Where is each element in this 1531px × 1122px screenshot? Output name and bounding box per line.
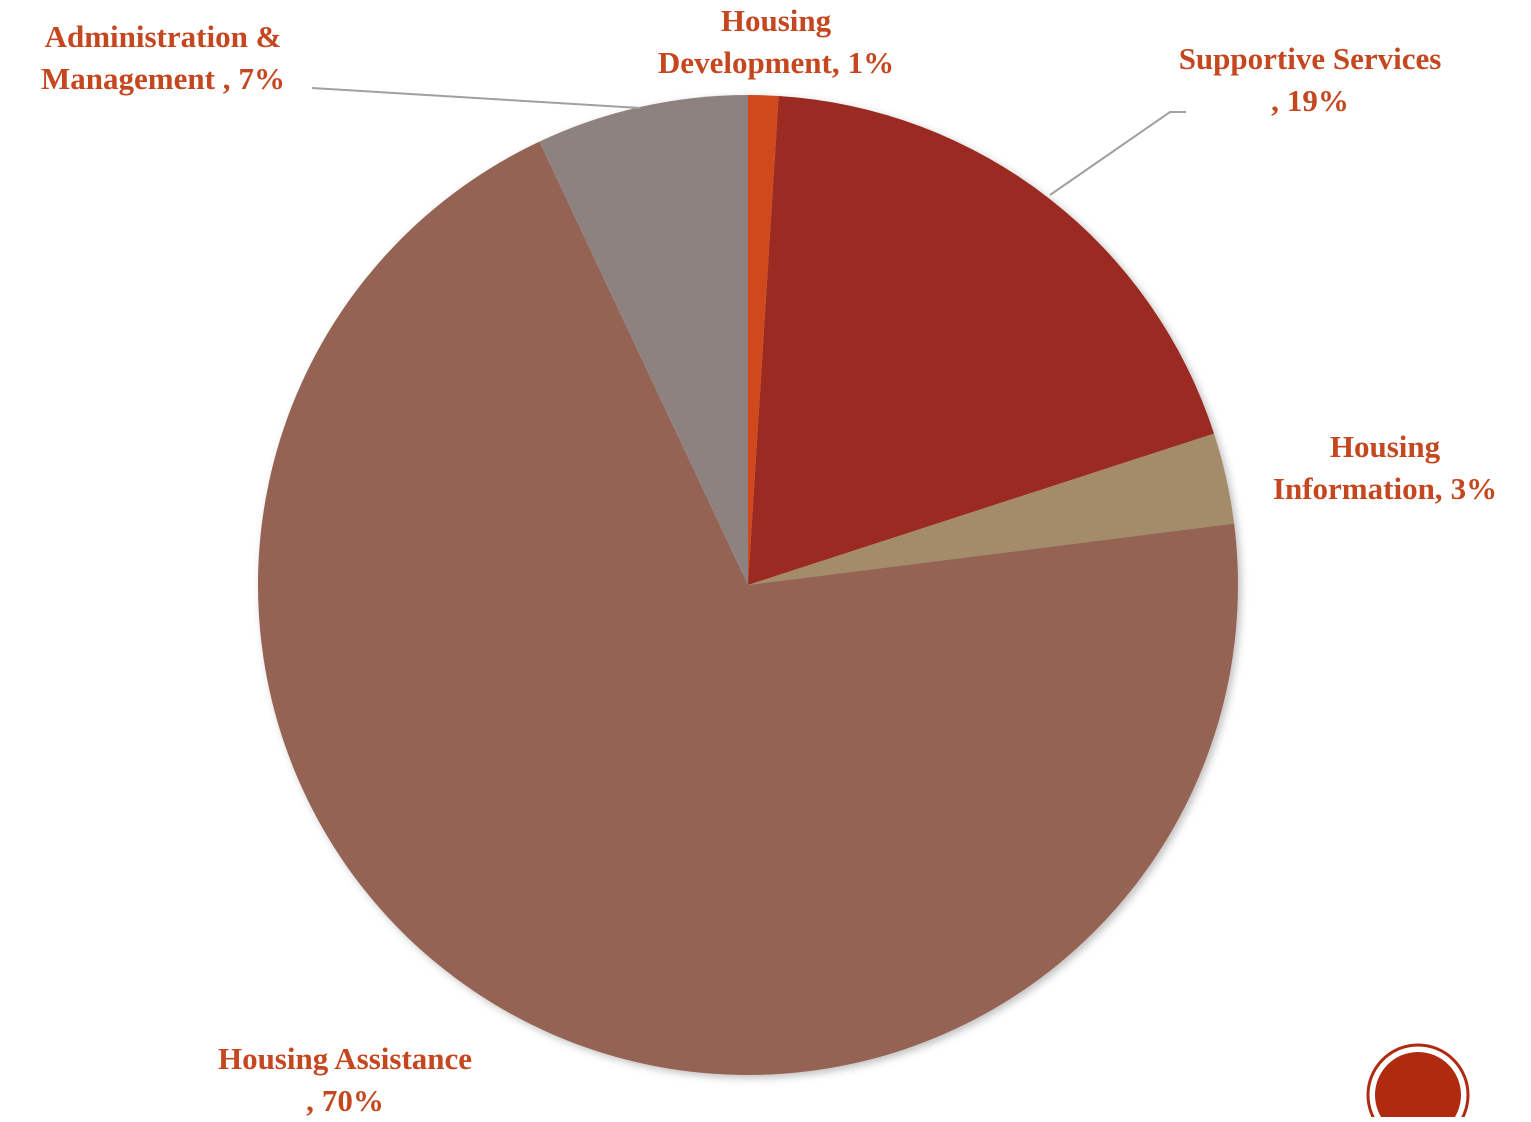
data-label: Housing Information, 3% bbox=[1235, 426, 1531, 510]
label-category: Housing Development, bbox=[657, 3, 840, 80]
label-value: 70% bbox=[321, 1083, 384, 1118]
decor-dot bbox=[1375, 1052, 1461, 1117]
data-label: Supportive Services , 19% bbox=[1175, 38, 1445, 122]
data-label: Administration & Management , 7% bbox=[13, 16, 313, 100]
pie-slice bbox=[748, 433, 1235, 585]
pie-slice bbox=[257, 141, 1238, 1075]
leader-line bbox=[311, 87, 641, 109]
label-category: Supportive Services , bbox=[1178, 41, 1442, 118]
label-value: 7% bbox=[238, 61, 285, 96]
label-value: 19% bbox=[1286, 83, 1349, 118]
label-category: Administration & Management , bbox=[41, 19, 282, 96]
label-category: Housing Assistance , bbox=[217, 1041, 473, 1118]
pie-slice bbox=[539, 95, 748, 585]
label-value: 3% bbox=[1450, 471, 1498, 506]
data-label: Housing Development, 1% bbox=[631, 0, 921, 84]
label-value: 1% bbox=[847, 45, 895, 80]
pie bbox=[257, 95, 1238, 1075]
pie-slice bbox=[748, 95, 779, 585]
leader-line bbox=[1049, 111, 1186, 196]
data-label: Housing Assistance , 70% bbox=[190, 1038, 500, 1122]
pie-slice bbox=[748, 95, 1215, 585]
label-category: Housing Information, bbox=[1272, 429, 1443, 506]
